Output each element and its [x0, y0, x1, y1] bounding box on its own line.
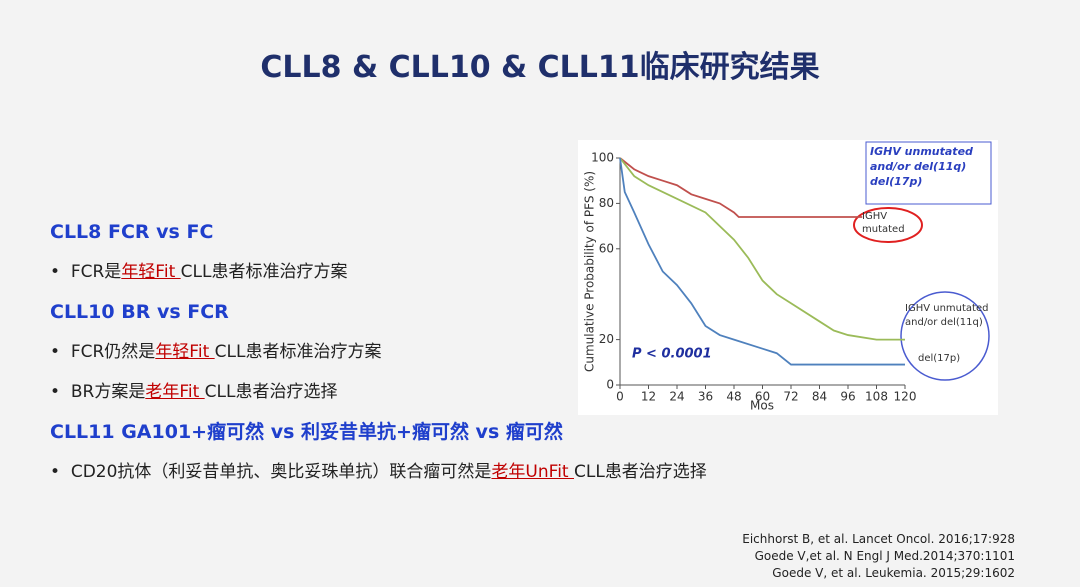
reference: Eichhorst B, et al. Lancet Oncol. 2016;1… [742, 532, 1015, 546]
text: FCR仍然是 [70, 342, 156, 362]
box-text: IGHV unmutated and/or del(11q) del(17p) [870, 145, 973, 188]
heading: CLL11 GA101+瘤可然 vs 利妥昔单抗+瘤可然 vs 瘤可然 [50, 421, 563, 443]
x-tick-label: 0 [616, 390, 624, 404]
series-line [619, 157, 863, 218]
y-axis-label: Cumulative Probability of PFS (%) [583, 171, 597, 372]
x-tick-label: 12 [641, 390, 656, 404]
text: CD20抗体（利妥昔单抗、奥比妥珠单抗）联合瘤可然是 [70, 462, 492, 482]
series-label: IGHV unmutated and/or del(11q) [905, 303, 989, 328]
x-tick-label: 72 [783, 390, 798, 404]
box [865, 141, 992, 205]
box-text: IGHV unmutated and/or del(11q) del(17p) [870, 145, 973, 188]
reference: Goede V, et al. Leukemia. 2015;29:1602 [772, 566, 1015, 580]
references: Eichhorst B, et al. Lancet Oncol. 2016;1… [742, 531, 1015, 582]
y-tick-label: 80 [599, 196, 614, 210]
ellipse [853, 207, 923, 243]
x-tick-label: 96 [840, 390, 855, 404]
bullet: • FCR仍然是年轻Fit CLL患者标准治疗方案 [50, 342, 382, 362]
highlight: 年轻Fit [121, 262, 181, 282]
y-tick-label: 60 [599, 241, 614, 255]
series-label: IGHV unmutated and/or del(11q) [905, 303, 989, 328]
heading: CLL10 BR vs FCR [50, 301, 229, 323]
circle [900, 291, 990, 381]
y-tick-label: 20 [599, 332, 614, 346]
text: FCR是 [70, 262, 122, 282]
text: CLL患者标准治疗方案 [214, 342, 382, 362]
x-tick-label: 24 [669, 390, 684, 404]
bullet: • BR方案是老年Fit CLL患者治疗选择 [50, 382, 338, 402]
series-line [619, 157, 905, 341]
x-tick-label: 120 [894, 390, 917, 404]
series-line [619, 157, 905, 366]
y-tick-label: 100 [591, 151, 614, 165]
x-tick-label: 84 [812, 390, 827, 404]
x-tick-label: 48 [726, 390, 741, 404]
text: BR方案是 [70, 382, 146, 402]
heading: CLL8 FCR vs FC [50, 221, 214, 243]
text: CLL患者标准治疗方案 [180, 262, 348, 282]
series-label: IGHV mutated [862, 211, 905, 235]
text: CLL患者治疗选择 [574, 462, 707, 482]
series-label: IGHV mutated [862, 211, 905, 235]
annotation: del(17p) [918, 353, 960, 364]
highlight: 老年UnFit [491, 462, 574, 482]
highlight: 年轻Fit [155, 342, 215, 362]
bullet: • FCR是年轻Fit CLL患者标准治疗方案 [50, 262, 348, 282]
text: CLL患者治疗选择 [204, 382, 338, 402]
x-tick-label: 36 [698, 390, 713, 404]
x-axis-label: Mos [750, 399, 774, 413]
y-tick-label: 0 [606, 378, 614, 392]
annotation: P < 0.0001 [632, 347, 712, 362]
highlight: 老年Fit [145, 382, 205, 402]
x-tick-label: 108 [865, 390, 888, 404]
reference: Goede V,et al. N Engl J Med.2014;370:110… [754, 549, 1015, 563]
title: CLL8 & CLL10 & CLL11临床研究结果 [260, 50, 820, 85]
x-tick-label: 60 [755, 390, 770, 404]
bullet: • CD20抗体（利妥昔单抗、奥比妥珠单抗）联合瘤可然是老年UnFit CLL患… [50, 462, 707, 482]
content: CLL8 FCR vs FC • FCR是年轻Fit CLL患者标准治疗方案 CLL… [50, 218, 707, 498]
